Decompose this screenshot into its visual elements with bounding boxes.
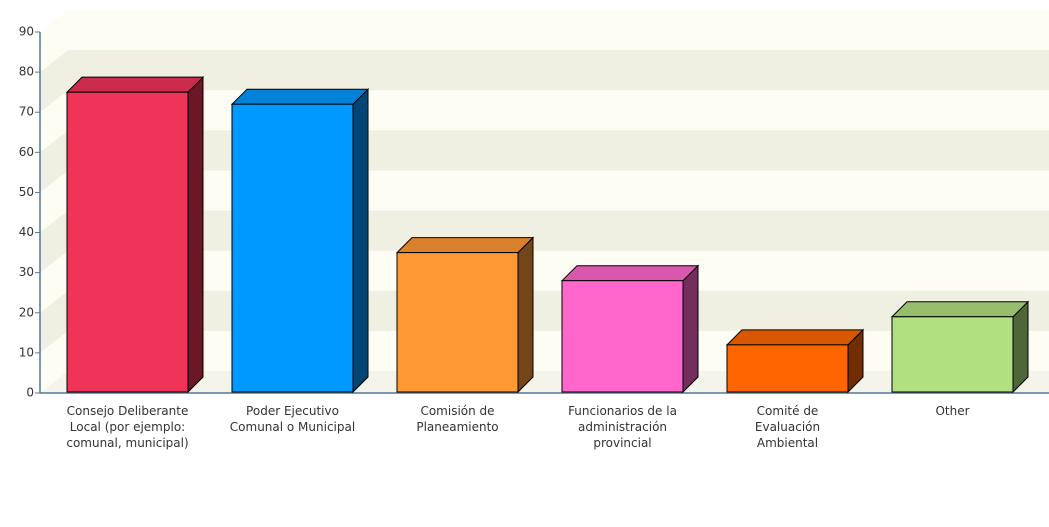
bar-side	[1012, 300, 1029, 394]
bar-side	[187, 75, 204, 394]
x-tick-label: Comité de Evaluación Ambiental	[754, 404, 821, 450]
y-tick-label: 20	[19, 305, 34, 319]
bar-top	[65, 76, 205, 93]
bar-side	[517, 236, 534, 394]
y-tick-label: 40	[19, 225, 34, 239]
y-tick-label: 80	[19, 65, 34, 79]
y-tick-label: 90	[19, 25, 34, 39]
y-tick-label: 0	[26, 386, 34, 400]
y-tick-label: 10	[19, 345, 34, 359]
x-tick-label: Comisión de Planeamiento	[416, 404, 499, 434]
bar	[891, 316, 1014, 393]
bar-side	[682, 264, 699, 394]
y-tick-label: 70	[19, 105, 34, 119]
y-tick-label: 30	[19, 265, 34, 279]
bar	[561, 280, 684, 393]
grid-band-side	[40, 130, 68, 193]
bar	[66, 91, 189, 393]
bar-top	[395, 237, 535, 254]
bar-top	[560, 265, 700, 282]
x-tick-label: Consejo Deliberante Local (por ejemplo: …	[66, 404, 189, 450]
grid-band-side	[40, 210, 68, 273]
x-tick-label: Other	[935, 404, 970, 418]
x-tick-label: Funcionarios de la administración provin…	[568, 404, 677, 450]
y-tick-label: 50	[19, 185, 34, 199]
bar-top	[725, 329, 865, 346]
bar	[726, 344, 849, 393]
grid-band-side	[40, 290, 68, 353]
bar-top	[230, 88, 370, 105]
bar	[396, 252, 519, 393]
bar	[231, 103, 354, 393]
grid-band	[68, 50, 1049, 91]
grid-band-side	[40, 50, 68, 113]
bar-side	[352, 87, 369, 394]
x-tick-label: Poder Ejecutivo Comunal o Municipal	[229, 404, 356, 434]
y-tick-label: 60	[19, 145, 34, 159]
grid-band	[68, 130, 1049, 171]
grid-band	[68, 210, 1049, 251]
bar-top	[890, 301, 1030, 318]
